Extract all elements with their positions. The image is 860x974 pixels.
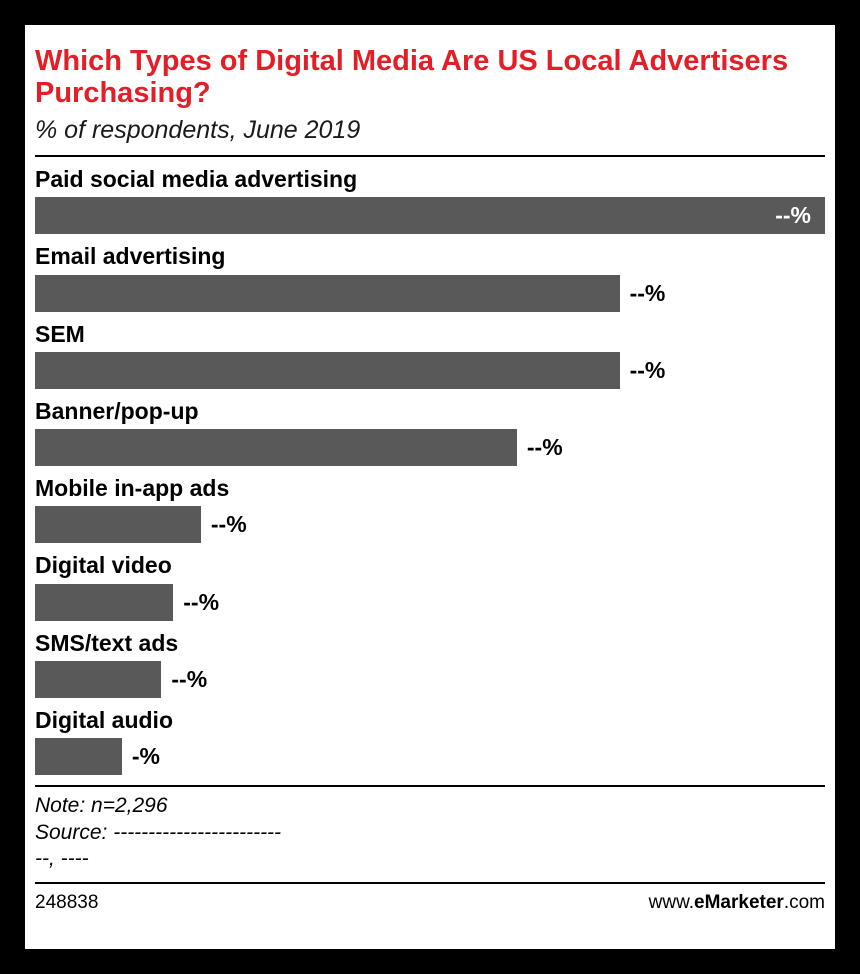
site-url-prefix: www. [648,892,695,914]
chart-row: Digital audio -% [35,707,825,776]
bar [35,274,620,312]
notes-divider [35,785,825,788]
bar-value-label: --% [183,588,220,615]
bar-track: --% [35,197,825,235]
chart-row: SMS/text ads --% [35,629,825,699]
footer-divider [35,882,825,885]
footer: 248838 www.eMarketer.com [35,892,825,914]
category-label: Banner/pop-up [35,397,199,424]
bar-value-label: --% [210,511,247,538]
bar-value-label: --% [775,202,811,229]
category-label: SEM [35,320,85,347]
chart-title: Which Types of Digital Media Are US Loca… [35,45,789,110]
category-label: Mobile in-app ads [35,475,230,502]
chart-rows: Paid social media advertising --% Email ad… [35,165,825,776]
site-url-brand: eMarketer [694,892,784,914]
chart-canvas: Which Types of Digital Media Are US Loca… [25,25,835,949]
note-line: Note: n=2,296 [35,794,168,818]
bar-track: -% [35,738,825,776]
category-label: Digital video [35,552,172,579]
bar-track: --% [35,583,825,621]
category-label: Paid social media advertising [35,165,358,192]
bar-track: --% [35,506,825,544]
chart-row: Email advertising --% [35,243,825,312]
category-label: Digital audio [35,707,173,734]
source-line: Source: ------------------------ [35,820,282,844]
chart-row: Mobile in-app ads --% [35,475,825,544]
bar [35,506,201,544]
bar-track: --% [35,274,825,312]
notes-block: Note: n=2,296 Source: ------------------… [35,793,825,872]
source-line-2: --, ---- [35,846,89,870]
bar [35,738,122,776]
bar-value-label: --% [629,356,666,383]
bar [35,351,620,389]
chart-subtitle: % of respondents, June 2019 [35,115,361,144]
chart-row: Banner/pop-up --% [35,397,825,467]
bar-value-label: --% [171,666,208,693]
chart-row: SEM --% [35,320,825,389]
site-url-suffix: .com [783,892,825,914]
bar-track: --% [35,429,825,467]
bar-value-label: --% [526,434,563,461]
bar-value-label: --% [629,279,666,306]
bar-track: --% [35,661,825,699]
site-url: www.eMarketer.com [649,892,825,914]
bar: --% [35,197,825,235]
category-label: SMS/text ads [35,629,179,656]
bar [35,583,174,621]
bar [35,661,162,699]
bar [35,429,517,467]
bar-track: --% [35,351,825,389]
bar-value-label: -% [131,743,161,770]
chart-id: 248838 [35,892,99,914]
chart-row: Digital video --% [35,552,825,621]
chart-row: Paid social media advertising --% [35,165,825,235]
header-divider [35,154,825,157]
category-label: Email advertising [35,243,226,270]
